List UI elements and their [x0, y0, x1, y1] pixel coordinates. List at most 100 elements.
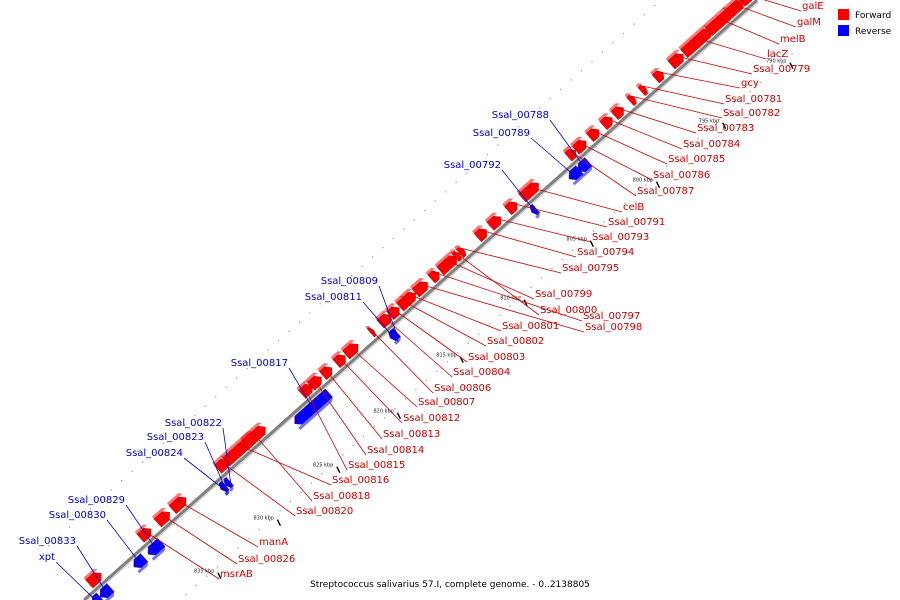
forward-gene-name[interactable]: manA — [259, 537, 288, 548]
gene-arrow[interactable] — [680, 28, 712, 58]
forward-gene-name[interactable]: celB — [623, 202, 644, 213]
gene-arrow[interactable] — [366, 327, 377, 338]
gene-ssal-00783[interactable] — [608, 103, 624, 121]
forward-gene-name[interactable]: Ssal_00815 — [348, 460, 405, 471]
reverse-gene-name[interactable]: Ssal_00789 — [473, 128, 530, 139]
gene-gcy[interactable] — [650, 68, 665, 84]
gene-ssal-00817[interactable] — [294, 388, 333, 430]
forward-gene-name[interactable]: Ssal_00799 — [535, 289, 592, 300]
reverse-gene-name[interactable]: Ssal_00830 — [49, 510, 106, 521]
label-ssal-00814[interactable]: Ssal_00814 — [312, 377, 425, 457]
gene-ssal-00806[interactable] — [365, 326, 377, 338]
label-ssal-00785[interactable]: Ssal_00785 — [590, 129, 726, 166]
label-ssal-00783[interactable]: Ssal_00783 — [615, 107, 754, 135]
gene-arrow[interactable] — [376, 313, 392, 329]
forward-gene-name[interactable]: Ssal_00803 — [468, 352, 525, 363]
reverse-gene-name[interactable]: Ssal_00822 — [165, 418, 222, 429]
gene-ssal-00812[interactable] — [330, 351, 346, 369]
forward-gene-name[interactable]: Ssal_00818 — [313, 491, 370, 502]
label-melb[interactable]: melB — [716, 17, 806, 46]
forward-gene-name[interactable]: Ssal_00798 — [585, 322, 642, 333]
forward-gene-name[interactable]: Ssal_00797 — [583, 311, 640, 322]
forward-gene-name[interactable]: Ssal_00801 — [502, 321, 559, 332]
gene-lacz[interactable] — [678, 25, 712, 58]
gene-ssal-00804[interactable] — [374, 310, 392, 329]
forward-gene-name[interactable]: Ssal_00802 — [487, 336, 544, 347]
gene-melb[interactable] — [703, 7, 732, 36]
forward-gene-name[interactable]: Ssal_00795 — [562, 263, 619, 274]
forward-gene-name[interactable]: gcy — [741, 78, 759, 89]
gene-ssal-00782[interactable] — [624, 93, 637, 107]
label-ssal-00829[interactable]: Ssal_00829 — [68, 495, 159, 553]
label-ssal-00815[interactable]: Ssal_00815 — [303, 385, 406, 472]
gene-arrow[interactable] — [473, 228, 487, 243]
label-ssal-00803[interactable]: Ssal_00803 — [390, 307, 525, 364]
label-xpt[interactable]: xpt — [39, 552, 100, 600]
label-ssal-00794[interactable]: Ssal_00794 — [478, 229, 635, 259]
gene-msrab[interactable] — [134, 524, 152, 543]
gene-arrow[interactable] — [307, 375, 322, 391]
gene-arrow[interactable] — [318, 366, 333, 381]
label-celb[interactable]: celB — [526, 186, 645, 214]
gene-ssal-00820[interactable] — [212, 455, 229, 474]
gene-ssal-00788[interactable] — [577, 157, 593, 178]
forward-gene-name[interactable]: Ssal_00812 — [403, 413, 460, 424]
label-mana[interactable]: manA — [175, 499, 289, 549]
gene-ssal-00800[interactable] — [449, 249, 462, 263]
forward-gene-name[interactable]: Ssal_00787 — [637, 186, 694, 197]
gene-arrow[interactable] — [436, 255, 457, 276]
gene-arrow[interactable] — [99, 583, 115, 599]
label-ssal-00789[interactable]: Ssal_00789 — [473, 128, 579, 179]
label-ssal-00826[interactable]: Ssal_00826 — [159, 513, 295, 566]
gene-arrow[interactable] — [504, 201, 518, 216]
label-ssal-00791[interactable]: Ssal_00791 — [508, 202, 665, 229]
forward-gene-name[interactable]: melB — [780, 34, 806, 45]
reverse-gene-name[interactable]: Ssal_00817 — [231, 358, 288, 369]
label-ssal-00806[interactable]: Ssal_00806 — [368, 327, 492, 395]
label-ssal-00784[interactable]: Ssal_00784 — [603, 117, 740, 151]
label-ssal-00812[interactable]: Ssal_00812 — [336, 355, 460, 425]
gene-arrow[interactable] — [571, 139, 587, 155]
reverse-gene-name[interactable]: Ssal_00788 — [492, 110, 549, 121]
label-ssal-00817[interactable]: Ssal_00817 — [231, 358, 316, 413]
label-ssal-00800[interactable]: Ssal_00800 — [453, 251, 597, 317]
label-ssal-00787[interactable]: Ssal_00787 — [567, 149, 694, 198]
label-ssal-00811[interactable]: Ssal_00811 — [305, 292, 397, 341]
gene-arrow[interactable] — [332, 354, 346, 369]
gene-arrow[interactable] — [599, 116, 613, 131]
forward-gene-name[interactable]: galE — [802, 1, 824, 12]
gene-ssal-00794[interactable] — [472, 225, 487, 243]
forward-gene-name[interactable]: Ssal_00806 — [434, 383, 491, 394]
gene-arrow[interactable] — [667, 53, 684, 70]
label-gale[interactable]: galE — [743, 0, 824, 12]
label-lacz[interactable]: lacZ — [693, 37, 789, 61]
reverse-gene-name[interactable]: Ssal_00811 — [305, 292, 362, 303]
gene-ssal-00830[interactable] — [133, 553, 149, 574]
forward-gene-name[interactable]: Ssal_00782 — [723, 108, 780, 119]
forward-gene-name[interactable]: Ssal_00814 — [367, 445, 424, 456]
gene-arrow[interactable] — [577, 157, 593, 173]
gene-ssal-00784[interactable] — [597, 113, 613, 131]
gene-arrow[interactable] — [427, 270, 440, 284]
gene-ssal-00786[interactable] — [570, 136, 587, 155]
label-ssal-00779[interactable]: Ssal_00779 — [673, 55, 811, 76]
gene-arrow[interactable] — [610, 106, 624, 121]
forward-gene-name[interactable]: Ssal_00816 — [332, 475, 389, 486]
label-ssal-00786[interactable]: Ssal_00786 — [577, 141, 710, 182]
label-ssal-00833[interactable]: Ssal_00833 — [19, 536, 110, 597]
gene-arrow[interactable] — [241, 425, 266, 449]
gene-arrow[interactable] — [651, 70, 665, 84]
forward-gene-name[interactable]: Ssal_00793 — [592, 232, 649, 243]
label-ssal-00822[interactable]: Ssal_00822 — [165, 418, 232, 488]
gene-ssal-00779[interactable] — [665, 50, 684, 70]
label-ssal-00801[interactable]: Ssal_00801 — [406, 293, 560, 333]
gene-arrow[interactable] — [218, 480, 230, 493]
gene-ssal-00826[interactable] — [152, 508, 170, 528]
forward-gene-name[interactable]: Ssal_00794 — [577, 247, 634, 258]
forward-gene-name[interactable]: Ssal_00783 — [697, 123, 754, 134]
forward-gene-name[interactable]: Ssal_00820 — [296, 506, 353, 517]
label-ssal-00793[interactable]: Ssal_00793 — [491, 217, 649, 244]
gene-ssal-00792[interactable] — [529, 203, 540, 219]
forward-gene-name[interactable]: Ssal_00779 — [753, 64, 810, 75]
label-ssal-00807[interactable]: Ssal_00807 — [348, 345, 475, 409]
